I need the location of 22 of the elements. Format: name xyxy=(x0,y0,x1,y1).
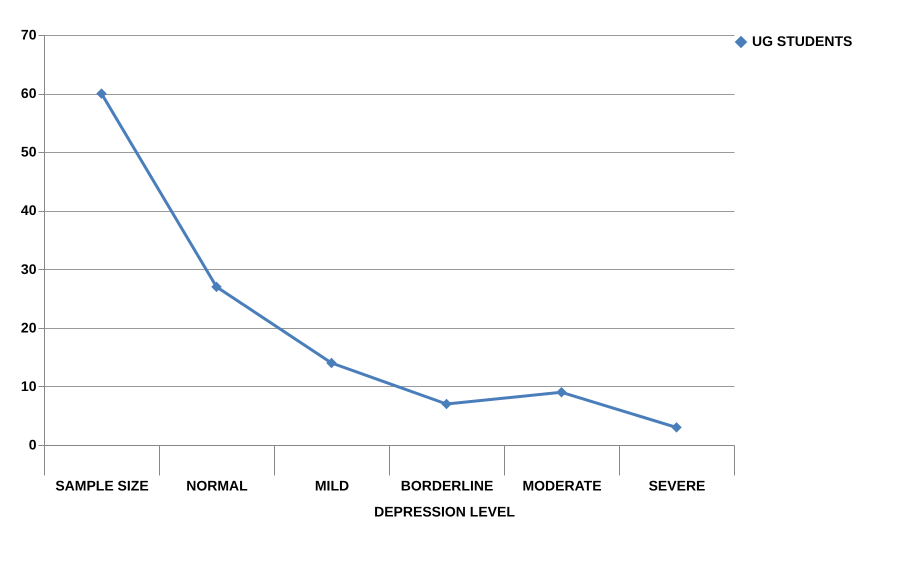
x-tick-label: MILD xyxy=(314,478,350,494)
x-tick-label: SEVERE xyxy=(648,478,706,494)
point xyxy=(96,88,107,99)
y-tick-label: 20 xyxy=(20,319,37,336)
x-tick-label: BORDERLINE xyxy=(400,478,494,494)
point xyxy=(671,422,682,433)
y-tick-label: 10 xyxy=(20,378,37,394)
point xyxy=(211,282,222,292)
y-tick-label: 0 xyxy=(28,436,37,452)
y-tick-label: 60 xyxy=(20,85,37,102)
point xyxy=(441,398,452,410)
legend-label: UG STUDENTS xyxy=(752,33,852,49)
point xyxy=(326,358,337,368)
point xyxy=(556,387,567,398)
x-tick-label: MODERATE xyxy=(522,478,602,494)
x-tick-label: SAMPLE SIZE xyxy=(55,478,149,494)
y-tick-label: 70 xyxy=(20,26,37,42)
x-axis-title: DEPRESSION LEVEL xyxy=(374,504,516,520)
y-tick-label: 40 xyxy=(20,202,37,218)
x-tick-label: NORMAL xyxy=(186,478,248,494)
y-tick-label: 30 xyxy=(20,260,37,277)
y-tick-label: 50 xyxy=(20,144,37,160)
